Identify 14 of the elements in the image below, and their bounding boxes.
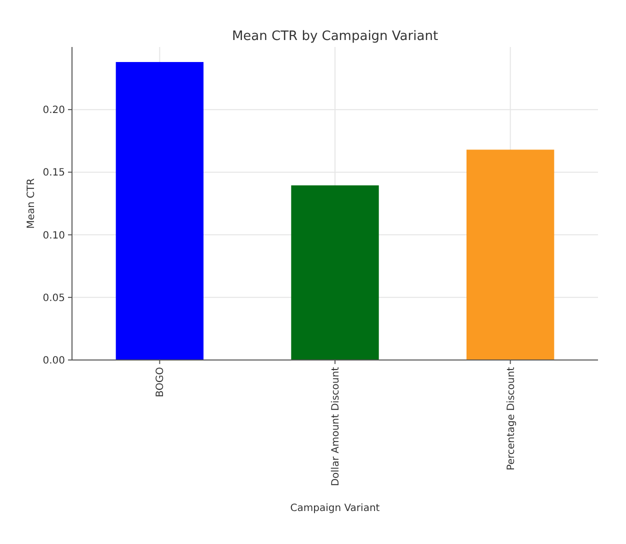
- chart-title: Mean CTR by Campaign Variant: [232, 29, 438, 44]
- x-tick-label: Percentage Discount: [506, 366, 517, 470]
- x-tick-label: Dollar Amount Discount: [330, 366, 342, 486]
- y-tick-label: 0.20: [42, 105, 65, 116]
- y-tick-label: 0.15: [42, 168, 65, 179]
- y-axis-title: Mean CTR: [26, 178, 37, 229]
- bar: [291, 185, 379, 360]
- x-axis-title: Campaign Variant: [290, 503, 380, 514]
- bar: [466, 150, 554, 360]
- y-tick-label: 0.10: [42, 230, 65, 242]
- y-tick-label: 0.05: [42, 292, 65, 304]
- y-tick-label: 0.00: [42, 356, 65, 366]
- bar: [116, 62, 204, 360]
- x-tick-label: BOGO: [155, 366, 166, 398]
